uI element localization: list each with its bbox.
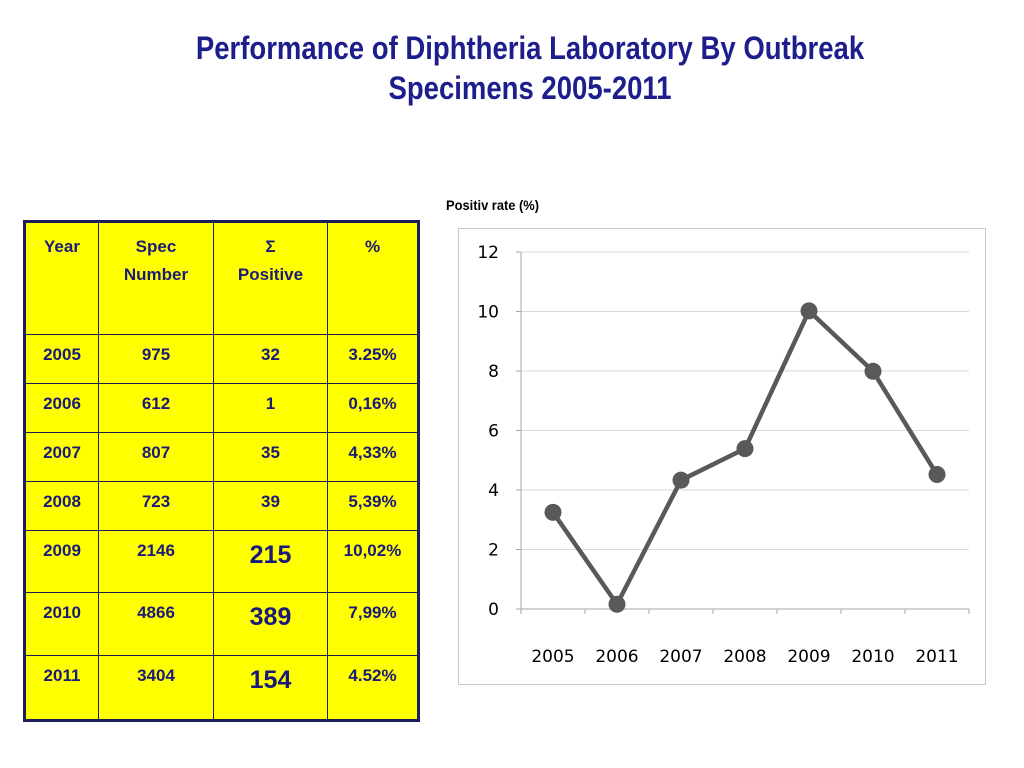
chart-title: Positiv rate (%) bbox=[446, 197, 540, 213]
data-point bbox=[736, 440, 754, 458]
cell-year: 2009 bbox=[24, 529, 99, 594]
cell-spec-number: 3404 bbox=[98, 655, 214, 721]
x-tick-label: 2005 bbox=[531, 647, 574, 667]
data-point bbox=[800, 302, 818, 320]
y-tick-label: 0 bbox=[488, 600, 499, 620]
positive-rate-chart: 0 2 4 6 8 10 12 2005 2006 2007 2008 2009 2010 2011 bbox=[458, 228, 986, 685]
data-point bbox=[544, 503, 562, 521]
table-row: 2005 975 32 3.25% bbox=[24, 334, 419, 385]
page-title-line2: Specimens 2005-2011 bbox=[388, 70, 672, 106]
data-point bbox=[672, 471, 690, 489]
cell-positive: 154 bbox=[213, 655, 328, 721]
cell-percent: 7,99% bbox=[327, 592, 419, 657]
line-chart-svg: 0 2 4 6 8 10 12 2005 2006 2007 2008 2009 2010 2011 bbox=[477, 243, 970, 667]
cell-spec-number: 2146 bbox=[98, 529, 214, 594]
x-tick-label: 2009 bbox=[787, 647, 830, 667]
x-tick-label: 2006 bbox=[595, 647, 638, 667]
y-tick-label: 8 bbox=[488, 362, 499, 382]
header-spec-number: Spec Number bbox=[98, 220, 214, 336]
y-tick-label: 12 bbox=[477, 243, 499, 263]
cell-spec-number: 4866 bbox=[98, 592, 214, 657]
cell-positive: 1 bbox=[213, 383, 328, 433]
header-positive-label: Σ Positive bbox=[237, 237, 304, 284]
x-tick-label: 2008 bbox=[723, 647, 766, 667]
cell-percent: 10,02% bbox=[327, 529, 419, 594]
outbreak-specimens-table: Year Spec Number Σ Positive % 2005 975 32 3… bbox=[23, 220, 420, 722]
page-title: Performance of Diphtheria Laboratory By … bbox=[126, 28, 934, 108]
series-line bbox=[550, 308, 940, 607]
header-percent: % bbox=[327, 220, 419, 336]
cell-spec-number: 807 bbox=[98, 431, 214, 482]
table-row: 2008 723 39 5,39% bbox=[24, 480, 419, 531]
table-header-row: Year Spec Number Σ Positive % bbox=[24, 220, 419, 336]
x-tick-label: 2007 bbox=[659, 647, 702, 667]
x-tick-label: 2010 bbox=[851, 647, 894, 667]
cell-percent: 3.25% bbox=[327, 334, 419, 385]
y-tick-label: 10 bbox=[477, 303, 499, 323]
table-row: 2009 2146 215 10,02% bbox=[24, 529, 419, 594]
y-tick-label: 2 bbox=[488, 541, 499, 561]
y-tick-label: 4 bbox=[488, 481, 499, 501]
cell-year: 2006 bbox=[24, 383, 99, 433]
y-tick-label: 6 bbox=[488, 422, 499, 442]
cell-spec-number: 975 bbox=[98, 334, 214, 385]
data-point bbox=[864, 362, 882, 380]
cell-year: 2005 bbox=[24, 334, 99, 385]
header-year: Year bbox=[24, 220, 99, 336]
cell-spec-number: 723 bbox=[98, 480, 214, 531]
table-row: 2011 3404 154 4.52% bbox=[24, 655, 419, 721]
header-spec-number-label: Spec Number bbox=[123, 237, 189, 284]
cell-year: 2011 bbox=[24, 655, 99, 721]
cell-spec-number: 612 bbox=[98, 383, 214, 433]
cell-year: 2010 bbox=[24, 592, 99, 657]
cell-percent: 4,33% bbox=[327, 431, 419, 482]
cell-positive: 215 bbox=[213, 529, 328, 594]
x-tick-label: 2011 bbox=[915, 647, 958, 667]
cell-positive: 32 bbox=[213, 334, 328, 385]
cell-positive: 39 bbox=[213, 480, 328, 531]
table-row: 2007 807 35 4,33% bbox=[24, 431, 419, 482]
cell-year: 2008 bbox=[24, 480, 99, 531]
table-row: 2006 612 1 0,16% bbox=[24, 383, 419, 433]
cell-year: 2007 bbox=[24, 431, 99, 482]
cell-positive: 35 bbox=[213, 431, 328, 482]
table-row: 2010 4866 389 7,99% bbox=[24, 592, 419, 657]
cell-percent: 4.52% bbox=[327, 655, 419, 721]
cell-positive: 389 bbox=[213, 592, 328, 657]
cell-percent: 5,39% bbox=[327, 480, 419, 531]
page-title-line1: Performance of Diphtheria Laboratory By … bbox=[195, 30, 865, 66]
cell-percent: 0,16% bbox=[327, 383, 419, 433]
header-positive: Σ Positive bbox=[213, 220, 328, 336]
data-point bbox=[928, 466, 946, 484]
data-point bbox=[608, 595, 626, 613]
